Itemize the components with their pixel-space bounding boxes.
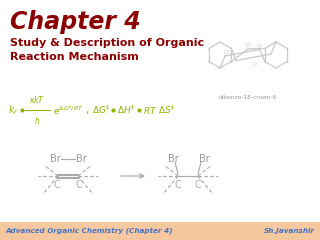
- Text: $\kappa kT$: $\kappa kT$: [29, 94, 45, 105]
- Text: $\Delta G^{\ddagger}$: $\Delta G^{\ddagger}$: [92, 104, 111, 116]
- Text: C: C: [175, 180, 181, 190]
- Text: Br: Br: [168, 154, 178, 164]
- Text: O: O: [251, 62, 256, 67]
- Text: Study & Description of Organic: Study & Description of Organic: [10, 38, 204, 48]
- Text: $e^{\Delta G^{\ddagger}/RT}$: $e^{\Delta G^{\ddagger}/RT}$: [53, 103, 84, 117]
- Text: C: C: [54, 180, 60, 190]
- Text: $\Delta H^{\ddagger}$: $\Delta H^{\ddagger}$: [117, 104, 136, 116]
- Text: Chapter 4: Chapter 4: [10, 10, 141, 34]
- Text: C: C: [76, 180, 82, 190]
- Text: Br: Br: [199, 154, 209, 164]
- Text: O: O: [223, 50, 228, 55]
- Text: ,: ,: [85, 105, 89, 115]
- Text: Br: Br: [50, 154, 60, 164]
- Text: Reaction Mechanism: Reaction Mechanism: [10, 52, 139, 62]
- Text: Br: Br: [76, 154, 86, 164]
- Text: Sh.Javanshir: Sh.Javanshir: [264, 228, 315, 234]
- Text: dibenzo-18-crown-6: dibenzo-18-crown-6: [219, 95, 277, 100]
- Text: Advanced Organic Chemistry (Chapter 4): Advanced Organic Chemistry (Chapter 4): [5, 228, 172, 234]
- Bar: [0, 222, 320, 240]
- Text: O: O: [245, 43, 251, 48]
- Text: $RT$: $RT$: [143, 104, 157, 115]
- Text: $h$: $h$: [34, 115, 40, 126]
- Text: C: C: [195, 180, 201, 190]
- Text: O: O: [256, 43, 261, 48]
- Text: $k_r$: $k_r$: [8, 103, 19, 117]
- Text: $\Delta S^{\ddagger}$: $\Delta S^{\ddagger}$: [158, 104, 176, 116]
